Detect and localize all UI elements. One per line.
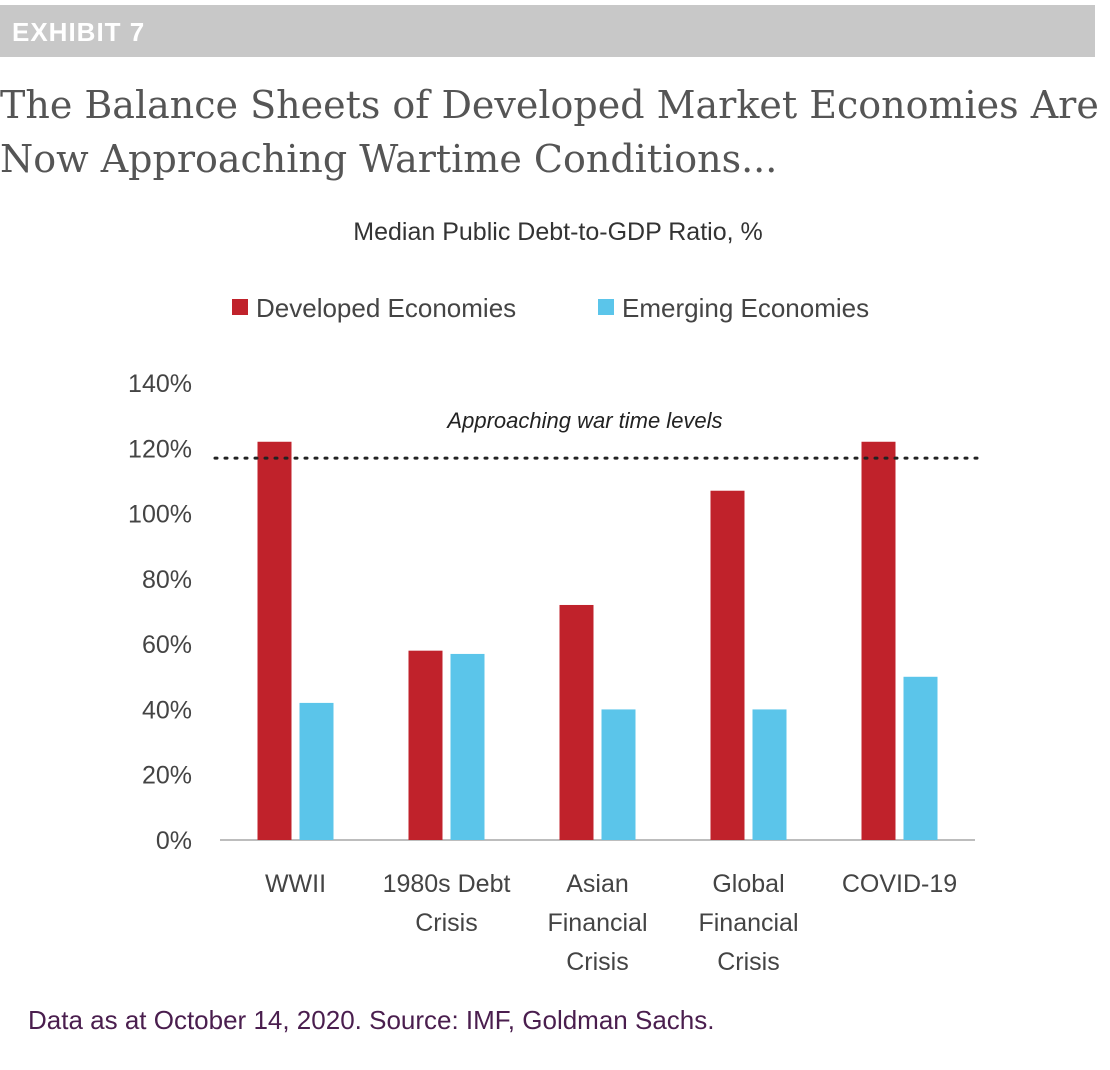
x-tick-label: COVID-19 — [842, 870, 957, 898]
page-title: The Balance Sheets of Developed Market E… — [0, 83, 1099, 181]
x-tick-label: Crisis — [566, 948, 629, 976]
exhibit-label: EXHIBIT 7 — [12, 17, 146, 47]
x-tick-label: Financial — [698, 909, 798, 937]
y-tick-label: 0% — [156, 827, 192, 855]
bar-emerging-5 — [903, 676, 938, 840]
bar-developed-1 — [257, 441, 292, 840]
reference-line-label: Approaching war time levels — [445, 408, 722, 433]
bar-emerging-4 — [752, 709, 787, 840]
bar-chart: Median Public Debt-to-GDP Ratio, % Develo… — [128, 218, 980, 976]
x-tick-label: Crisis — [415, 909, 478, 937]
legend-swatch-2 — [598, 299, 614, 315]
y-tick-label: 120% — [128, 435, 192, 463]
x-tick-label: Asian — [566, 870, 629, 898]
y-tick-label: 140% — [128, 370, 192, 398]
x-tick-label: Crisis — [717, 948, 780, 976]
x-tick-label: 1980s Debt — [383, 870, 511, 898]
bar-emerging-1 — [299, 702, 334, 840]
bar-developed-3 — [559, 604, 594, 840]
exhibit-header: EXHIBIT 7 — [0, 5, 1095, 57]
x-tick-label: Financial — [547, 909, 647, 937]
legend-label-2: Emerging Economies — [622, 293, 869, 323]
y-tick-label: 60% — [142, 631, 192, 659]
y-tick-label: 40% — [142, 696, 192, 724]
source-note: Data as at October 14, 2020. Source: IMF… — [28, 1005, 715, 1035]
legend-swatch-1 — [232, 299, 248, 315]
y-tick-label: 20% — [142, 762, 192, 790]
x-tick-label: Global — [712, 870, 784, 898]
bar-developed-4 — [710, 490, 745, 840]
legend-label-1: Developed Economies — [256, 293, 516, 323]
y-tick-label: 100% — [128, 501, 192, 529]
chart-title: Median Public Debt-to-GDP Ratio, % — [353, 218, 762, 246]
bar-emerging-2 — [450, 653, 485, 840]
y-tick-label: 80% — [142, 566, 192, 594]
bar-developed-2 — [408, 650, 443, 840]
x-tick-label: WWII — [265, 870, 326, 898]
bar-emerging-3 — [601, 709, 636, 840]
bar-developed-5 — [861, 441, 896, 840]
